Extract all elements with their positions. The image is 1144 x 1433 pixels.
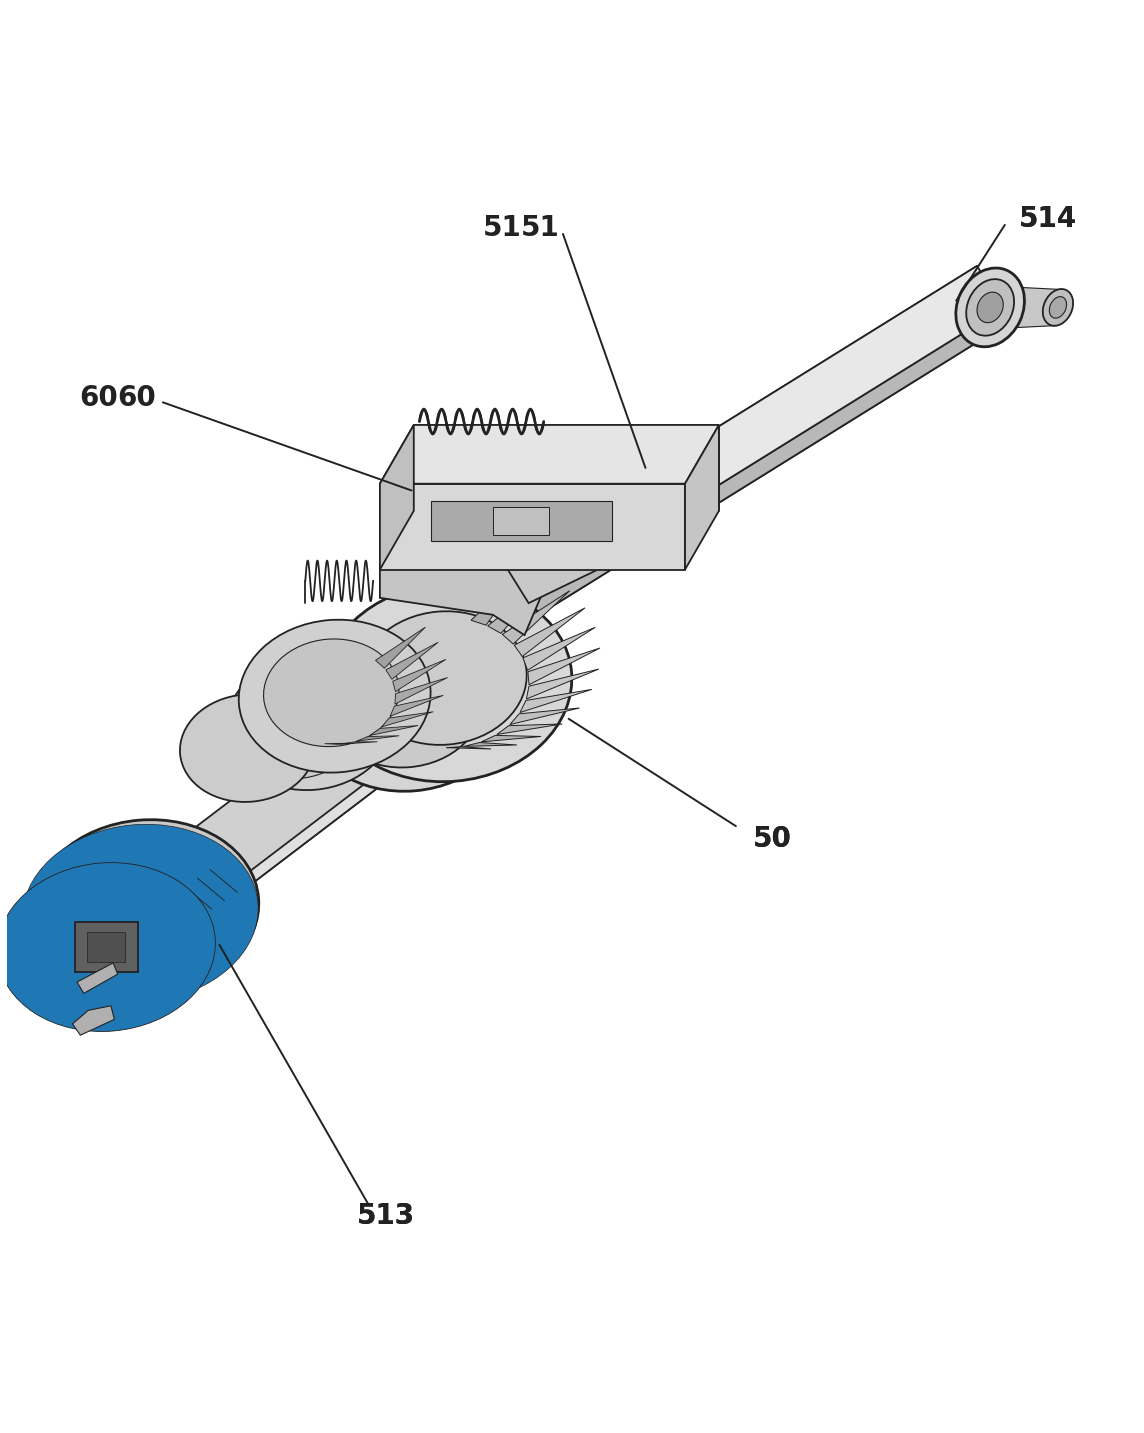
Polygon shape xyxy=(515,608,585,656)
Text: 514: 514 xyxy=(1018,205,1077,234)
Text: 513: 513 xyxy=(357,1202,415,1230)
Polygon shape xyxy=(482,735,541,742)
Ellipse shape xyxy=(1043,289,1073,325)
Polygon shape xyxy=(493,507,549,535)
Polygon shape xyxy=(502,267,1003,603)
Ellipse shape xyxy=(33,833,247,995)
Ellipse shape xyxy=(11,874,201,1020)
Polygon shape xyxy=(549,490,697,579)
Text: 50: 50 xyxy=(753,824,792,853)
Polygon shape xyxy=(491,291,992,628)
Polygon shape xyxy=(431,500,612,542)
Polygon shape xyxy=(356,735,399,741)
Ellipse shape xyxy=(327,643,483,768)
Polygon shape xyxy=(380,484,685,569)
Ellipse shape xyxy=(263,639,399,747)
Polygon shape xyxy=(685,426,718,569)
Polygon shape xyxy=(395,678,447,704)
Text: 60: 60 xyxy=(118,384,157,411)
Ellipse shape xyxy=(1049,297,1066,318)
Polygon shape xyxy=(1012,287,1058,328)
Polygon shape xyxy=(510,708,580,725)
Polygon shape xyxy=(380,510,543,635)
Polygon shape xyxy=(177,694,483,940)
Polygon shape xyxy=(370,725,419,735)
Polygon shape xyxy=(517,308,1003,628)
Polygon shape xyxy=(380,426,718,484)
Polygon shape xyxy=(87,931,126,962)
Ellipse shape xyxy=(45,840,236,987)
Ellipse shape xyxy=(27,890,181,1009)
Polygon shape xyxy=(526,669,598,699)
Ellipse shape xyxy=(239,619,430,772)
Ellipse shape xyxy=(0,863,215,1032)
Polygon shape xyxy=(464,742,517,747)
Ellipse shape xyxy=(324,583,572,781)
Polygon shape xyxy=(502,590,570,643)
Text: 51: 51 xyxy=(483,215,522,242)
Ellipse shape xyxy=(359,612,526,745)
Polygon shape xyxy=(390,695,443,716)
Polygon shape xyxy=(72,1006,114,1035)
Polygon shape xyxy=(502,426,718,603)
Polygon shape xyxy=(496,724,562,735)
Ellipse shape xyxy=(304,623,513,791)
Polygon shape xyxy=(77,963,118,993)
Ellipse shape xyxy=(55,848,225,977)
Polygon shape xyxy=(386,642,438,679)
Ellipse shape xyxy=(14,874,199,1020)
Text: 51: 51 xyxy=(522,215,559,242)
Ellipse shape xyxy=(66,857,215,969)
Polygon shape xyxy=(392,659,446,692)
Ellipse shape xyxy=(977,292,1003,322)
Polygon shape xyxy=(523,628,595,671)
Polygon shape xyxy=(595,516,639,547)
Ellipse shape xyxy=(33,820,259,996)
Text: 513: 513 xyxy=(357,1202,415,1230)
Polygon shape xyxy=(380,426,414,569)
Ellipse shape xyxy=(227,656,394,790)
Polygon shape xyxy=(491,267,977,586)
Ellipse shape xyxy=(967,279,1014,335)
Polygon shape xyxy=(375,628,426,668)
Ellipse shape xyxy=(229,675,362,778)
Text: 60: 60 xyxy=(79,384,118,411)
Text: 514: 514 xyxy=(1018,205,1077,234)
Polygon shape xyxy=(487,576,550,633)
Polygon shape xyxy=(382,712,434,727)
Ellipse shape xyxy=(45,841,237,986)
Polygon shape xyxy=(341,742,378,744)
Ellipse shape xyxy=(956,268,1025,347)
Polygon shape xyxy=(130,653,471,940)
Polygon shape xyxy=(519,689,591,712)
Ellipse shape xyxy=(23,824,259,1002)
Ellipse shape xyxy=(180,695,316,802)
Polygon shape xyxy=(471,566,527,625)
Text: 50: 50 xyxy=(753,824,792,853)
Polygon shape xyxy=(446,747,491,749)
Polygon shape xyxy=(74,921,138,973)
Polygon shape xyxy=(527,648,599,685)
